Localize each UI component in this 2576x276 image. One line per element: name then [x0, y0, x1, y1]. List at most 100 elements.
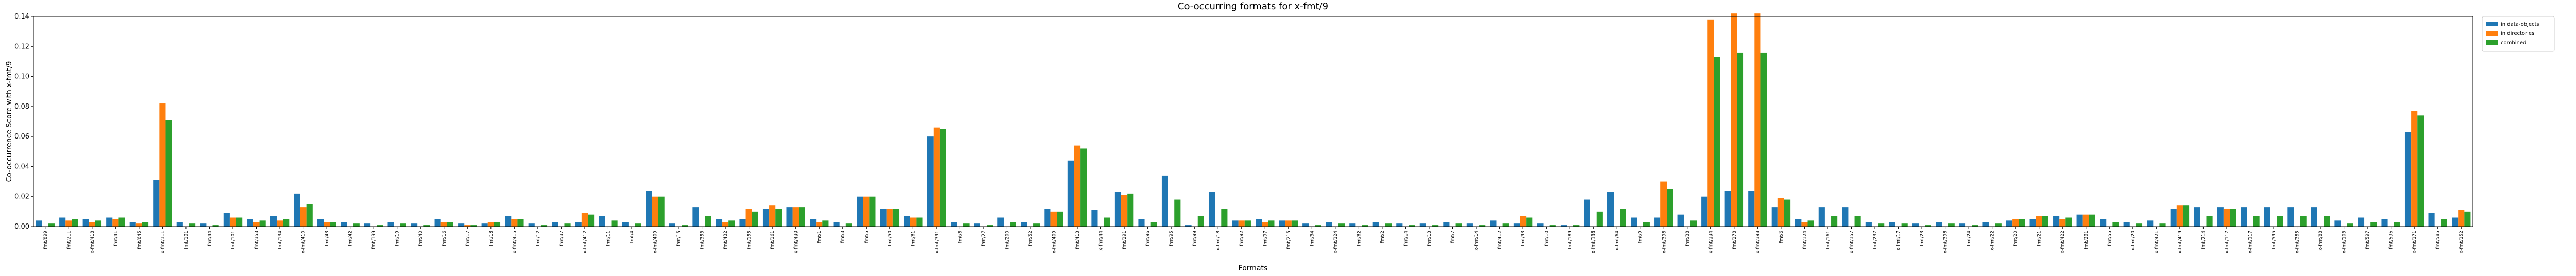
x-tick-label: fmt/10 [1545, 231, 1550, 246]
x-tick-label: fmt/20 [2013, 231, 2019, 246]
x-tick-label: x-fmt/418 [90, 231, 95, 254]
legend-label: in directories [2501, 31, 2534, 37]
bar [2206, 216, 2213, 227]
bar [822, 220, 829, 227]
bar [1731, 13, 1737, 227]
x-tick-label: fmt/19 [395, 231, 400, 246]
x-tick-label: fmt/3 [841, 231, 846, 243]
x-tick-label: x-fmt/398 [1662, 231, 1667, 254]
bar [1502, 223, 1509, 227]
y-tick-label: 0.02 [14, 193, 29, 201]
bar [540, 225, 548, 227]
bar [880, 209, 887, 227]
bar [300, 207, 307, 227]
bar [2112, 222, 2119, 227]
bar [1114, 192, 1122, 227]
x-tick-label: fmt/412 [1498, 231, 1503, 249]
x-tick-label: fmt/21 [2037, 231, 2042, 246]
bar [1807, 220, 1814, 227]
bar [400, 223, 406, 227]
bar [129, 222, 136, 227]
x-tick-label: x-fmt/117 [2248, 231, 2253, 253]
bar [2300, 216, 2307, 227]
x-tick-label: x-fmt/134 [1708, 231, 1714, 254]
bar [2253, 216, 2260, 227]
x-tick-label: fmt/62 [1357, 231, 1362, 246]
bar [1690, 220, 1697, 227]
bar [1302, 223, 1309, 227]
bar [564, 223, 571, 227]
bar [364, 223, 371, 227]
bar [2170, 209, 2177, 227]
bar [1067, 160, 1074, 227]
bar [2136, 223, 2143, 227]
bar [189, 223, 196, 227]
y-tick-label: 0.06 [14, 133, 29, 141]
bar [48, 223, 55, 227]
x-tick-label: fmt/41 [113, 231, 118, 246]
bar [2182, 205, 2190, 227]
bar [1050, 211, 1057, 227]
bar [1865, 222, 1872, 227]
bar [1643, 222, 1650, 227]
x-tick-label: fmt/211 [66, 231, 72, 249]
x-tick-label: fmt/161 [1826, 231, 1831, 249]
bar [1724, 191, 1731, 227]
x-tick-label: fmt/42 [348, 231, 353, 246]
x-tick-label: fmt/432 [723, 231, 728, 249]
bar [1513, 223, 1520, 227]
bar [1291, 220, 1298, 227]
bar [1801, 222, 1808, 227]
bar [1338, 223, 1345, 227]
bar [1854, 216, 1861, 227]
bar [1326, 222, 1332, 227]
x-tick-label: fmt/353 [700, 231, 705, 249]
bar [1010, 222, 1016, 227]
bar [2029, 219, 2036, 227]
x-tick-label: fmt/214 [2201, 231, 2206, 249]
bar [306, 204, 313, 227]
bar [481, 223, 488, 227]
bar [2194, 207, 2200, 227]
bar [1560, 225, 1567, 227]
x-tick-label: x-fmt/136 [1591, 231, 1597, 254]
bar [1878, 223, 1885, 227]
legend-swatch [2486, 31, 2498, 36]
bar [494, 222, 501, 227]
bar [2082, 214, 2089, 227]
legend-swatch [2486, 40, 2498, 45]
bar [816, 222, 823, 227]
x-tick-label: x-fmt/64 [1615, 231, 1620, 251]
x-tick-label: fmt/161 [770, 231, 775, 249]
bar [2277, 216, 2283, 227]
bar [669, 223, 675, 227]
x-tick-label: fmt/99 [1193, 231, 1198, 246]
bar [1238, 220, 1245, 227]
bar [118, 217, 125, 227]
plot-frame [33, 16, 2473, 227]
bar [986, 225, 993, 227]
bar [2223, 209, 2230, 227]
bar [2006, 220, 2013, 227]
x-tick-label: fmt/96 [1146, 231, 1151, 246]
bar [1091, 210, 1098, 227]
bar [1777, 198, 1784, 227]
x-tick-label: x-fmt/88 [2318, 231, 2324, 251]
x-tick-label: fmt/5 [864, 231, 869, 243]
x-tick-label: fmt/34 [1310, 231, 1315, 246]
bar [517, 219, 524, 227]
bar [587, 214, 595, 227]
x-tick-label: fmt/11 [606, 231, 611, 246]
bar [65, 220, 72, 227]
bar [2241, 207, 2247, 227]
x-tick-label: x-fmt/409 [1052, 231, 1057, 254]
bar [1244, 220, 1251, 227]
bar [1455, 223, 1462, 227]
x-tick-label: x-fmt/396 [1943, 231, 1948, 254]
x-tick-label: fmt/16 [442, 231, 447, 246]
x-tick-label: x-fmt/409 [653, 231, 658, 254]
bar [270, 216, 277, 227]
bar [1748, 191, 1755, 227]
bar [575, 222, 582, 227]
